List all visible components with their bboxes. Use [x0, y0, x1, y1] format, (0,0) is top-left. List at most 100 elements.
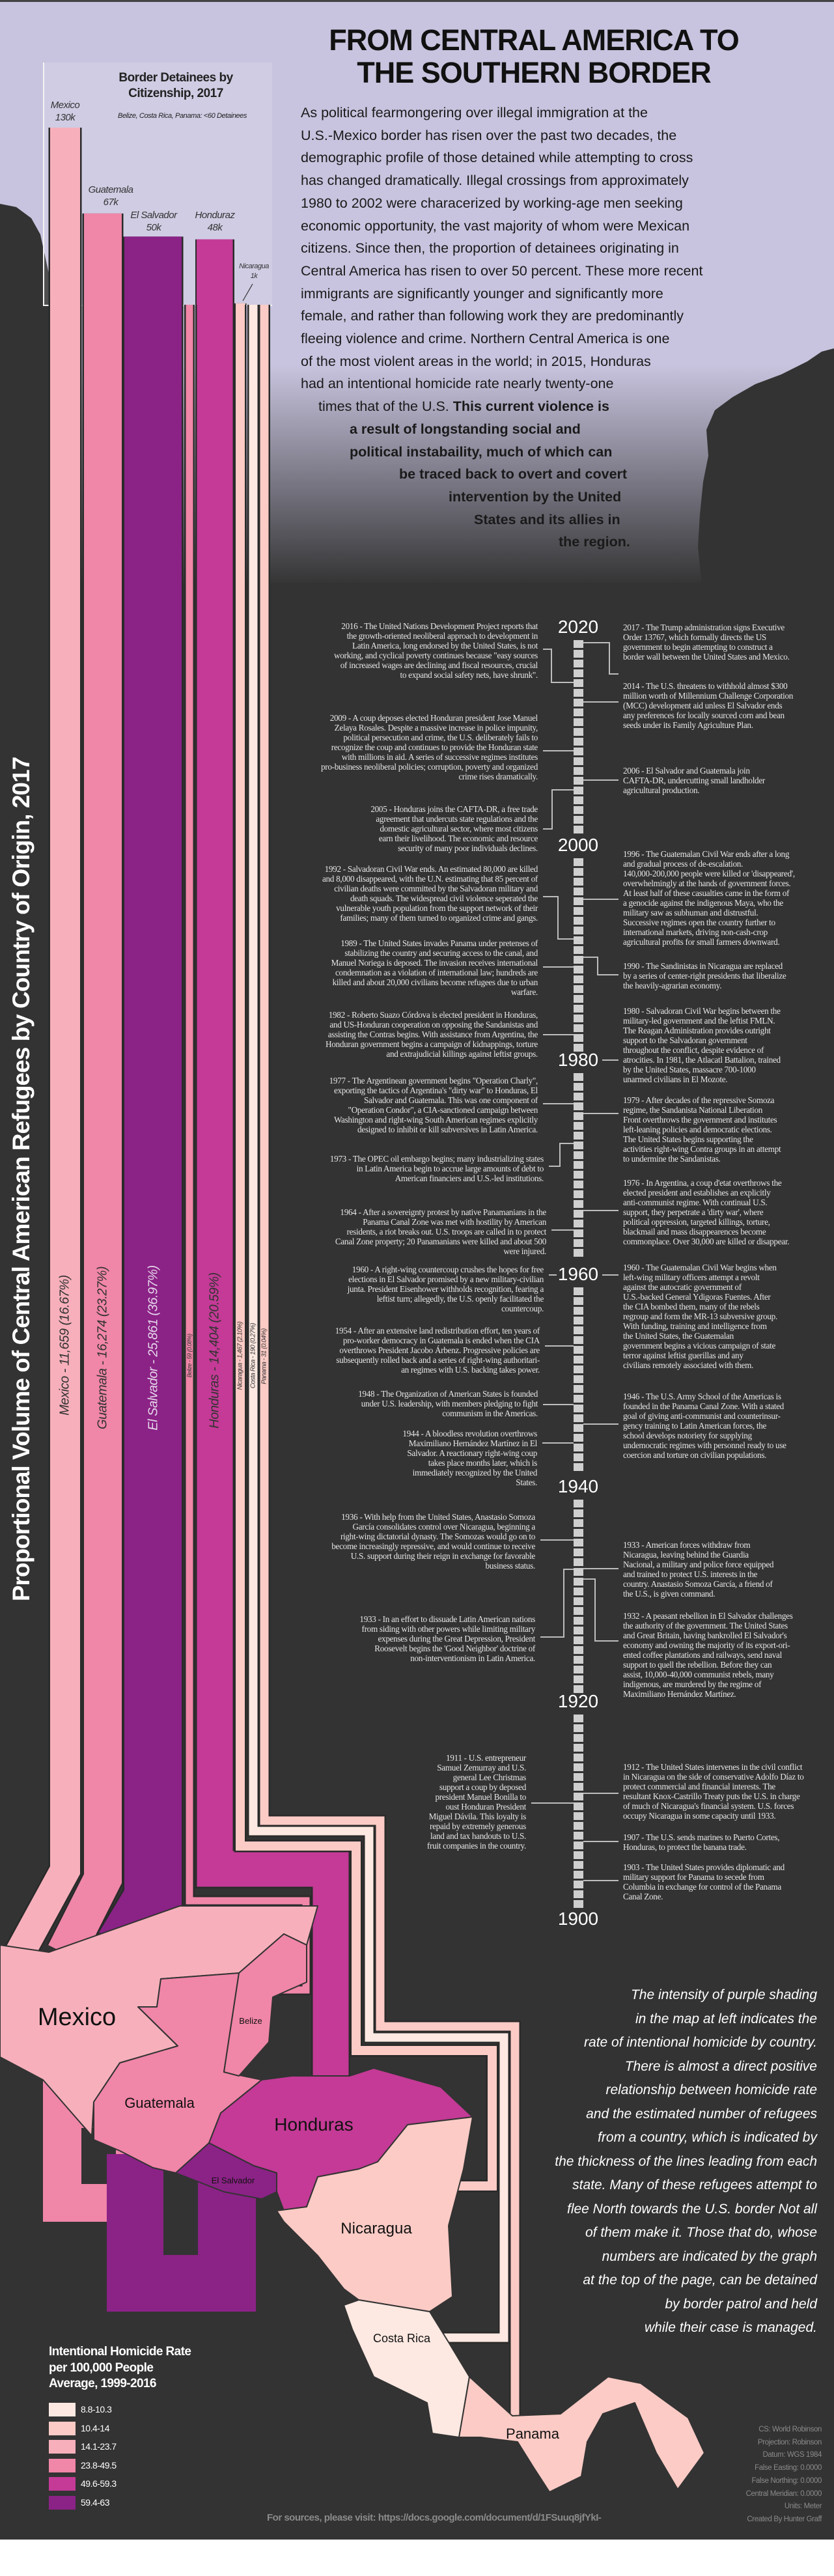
legend-swatch: [49, 2403, 76, 2416]
event-text-line: the growth-oriented neoliberal approach …: [346, 631, 538, 641]
intro-text: 1980 to 2002 were characerized by workin…: [301, 195, 683, 211]
intro-line: 1980 to 2002 were characerized by workin…: [301, 195, 683, 211]
event-text-line: atrocities. In 1981, the Atlacatl Battal…: [623, 1055, 781, 1065]
event-text-line: At least half of these casualties came i…: [623, 888, 790, 898]
timeline-year-segment: [574, 1239, 583, 1247]
event-text-line: and 8,000 disappeared, with the U.N. est…: [322, 874, 538, 884]
event-text-line: warfare.: [510, 987, 538, 997]
legend-label: 23.8-49.5: [81, 2459, 117, 2471]
timeline-year-segment: [574, 1414, 583, 1422]
bar-category: Honduraz: [195, 210, 235, 221]
event-text-line: 1976 - In Argentina, a coup d'etat overt…: [623, 1178, 782, 1188]
timeline-year-segment: [574, 1141, 583, 1149]
intro-text: demographic profile of those detained wh…: [301, 150, 693, 166]
event-text-line: elections in El Salvador promised by a n…: [348, 1274, 544, 1284]
event-text-line: 1912 - The United States intervenes in t…: [623, 1762, 803, 1772]
decade-label-1940: 1940: [557, 1476, 599, 1496]
event-text-line: any preferences for locally sourced corn…: [623, 710, 785, 720]
refugee-stripe-belize: [186, 305, 310, 1994]
legend-label: 10.4-14: [81, 2422, 109, 2433]
event-text-line: by the United States, massacre 700-1000: [623, 1065, 756, 1074]
event-text-line: border wall between the United States an…: [623, 652, 790, 662]
timeline-year-segment: [574, 1346, 583, 1354]
timeline-year-segment: [574, 689, 583, 697]
timeline-event-1907: 1907 - The U.S. sends marines to Puerto …: [623, 1832, 780, 1852]
event-text-line: Panama Canal Zone was met with hostility…: [363, 1217, 546, 1227]
event-text-line: support, they perpetrate a 'dirty war', …: [623, 1207, 764, 1217]
detainee-bar-mexico: [50, 128, 80, 305]
event-text-line: million worth of Millennium Challenge Co…: [623, 691, 794, 701]
intro-text: Central America has risen to over 50 per…: [301, 262, 703, 279]
event-text-line: of much of Nicaragua's financial system.…: [623, 1801, 794, 1811]
event-text-line: Honduran government begins a campaign of…: [326, 1039, 538, 1049]
event-text-line: The Reagan Administration provides outri…: [623, 1026, 771, 1035]
timeline-year-segment: [574, 1287, 583, 1295]
timeline-event-1903: 1903 - The United States provides diplom…: [623, 1862, 785, 1901]
timeline-year-segment: [574, 738, 583, 746]
intro-text: citizens. Since then, the proportion of …: [301, 240, 679, 257]
country-nicaragua: [276, 2116, 473, 2312]
timeline-year-segment: [574, 1044, 583, 1052]
timeline-year-segment: [574, 1666, 583, 1673]
timeline-year-segment: [574, 1015, 583, 1022]
event-text-line: 1903 - The United States provides diplom…: [623, 1862, 785, 1872]
sources-link[interactable]: For sources, please visit: https://docs.…: [267, 2512, 602, 2523]
timeline-year-segment: [574, 897, 583, 905]
legend-label: 8.8-10.3: [81, 2404, 112, 2415]
event-text-line: Salvador and Guatemala. This was one com…: [363, 1095, 538, 1105]
page-title-line-1: FROM CENTRAL AMERICA TO: [329, 23, 739, 57]
intro-line: Central America has risen to over 50 per…: [301, 263, 702, 279]
legend-label: 14.1-23.7: [81, 2441, 117, 2452]
timeline-year-segment: [574, 1083, 583, 1091]
nicaragua-pointer: [242, 283, 253, 301]
timeline-year-segment: [574, 917, 583, 925]
event-text-line: families; many of them turned to organiz…: [340, 913, 538, 923]
legend-label: 49.6-59.3: [81, 2478, 117, 2489]
timeline-year-segment: [574, 1220, 583, 1227]
map-note-line: the thickness of the lines leading from …: [555, 2153, 817, 2169]
bar-value: 67k: [103, 197, 118, 208]
event-text-line: death squads. The widespread civil viole…: [350, 893, 538, 903]
detainee-bar-el-salvador: [124, 236, 182, 305]
timeline-event-1990: 1990 - The Sandinistas in Nicaragua are …: [623, 961, 786, 990]
event-text-line: left-leaning policies and democratic ele…: [623, 1125, 772, 1134]
event-text-line: founded in the Panama Canal Zone. With a…: [623, 1401, 784, 1411]
timeline-event-1912: 1912 - The United States intervenes in t…: [623, 1762, 804, 1821]
timeline-event-1982: 1982 - Roberto Suazo Córdova is elected …: [326, 1010, 538, 1059]
event-text-line: unarmed civilians in El Mozote.: [623, 1074, 728, 1084]
map-note-line: numbers are indicated by the graph: [602, 2248, 817, 2264]
timeline-year-segment: [574, 1297, 583, 1305]
event-text-line: political oppression, targeted killings,…: [623, 1217, 770, 1227]
event-text-line: communism in the Americas.: [442, 1408, 538, 1418]
event-text-line: and extrajudicial killings against lefti…: [386, 1049, 538, 1059]
intro-line: a result of longstanding social and: [350, 421, 581, 437]
timeline-year-segment: [574, 1539, 583, 1547]
event-text-line: States.: [516, 1477, 537, 1487]
event-text-line: 140,000-200,000 people were killed or 'd…: [623, 869, 795, 878]
timeline-event-1960: 1960 - The Guatemalan Civil War begins w…: [623, 1263, 777, 1370]
event-text-line: support a coup by deposed: [439, 1782, 526, 1792]
intro-text: As political fearmongering over illegal …: [301, 105, 648, 120]
timeline-year-segment: [574, 767, 583, 775]
timeline-year-segment: [574, 936, 583, 944]
event-text-line: become increasingly repressive, and woul…: [331, 1541, 535, 1551]
event-text-line: and trained to protect U.S. interests in…: [623, 1569, 758, 1579]
event-text-line: junta. President Eisenhower withholds re…: [347, 1284, 544, 1294]
timeline-event-2006: 2006 - El Salvador and Guatemala join CAF…: [623, 766, 765, 795]
timeline-year-segment: [574, 1385, 583, 1393]
timeline-year-segment: [574, 1453, 583, 1461]
timeline-year-segment: [574, 1597, 583, 1605]
event-text-line: exporting the tactics of Argentina's "di…: [333, 1085, 538, 1095]
timeline-year-segment: [574, 1900, 583, 1908]
intro-line: the region.: [559, 534, 630, 550]
timeline-event-1911: 1911 - U.S. entrepreneur Samuel Zemurray …: [427, 1753, 526, 1851]
timeline-event-2005: 2005 - Honduras joins the CAFTA-DR, a fr…: [370, 804, 538, 853]
event-text-line: in Latin America begin to accrue large a…: [356, 1164, 544, 1173]
intro-text-bold: intervention by the United: [449, 488, 622, 505]
timeline-year-segment: [574, 816, 583, 824]
event-text-line: 1946 - The U.S. Army School of the Ameri…: [623, 1392, 781, 1401]
timeline-year-segment: [574, 1724, 583, 1732]
intro-line: economic opportunity, the vast majority …: [301, 218, 689, 234]
intro-line: U.S.-Mexico border has risen over the pa…: [301, 128, 676, 143]
event-text-line: political persecution and crime, the U.S…: [343, 733, 538, 742]
